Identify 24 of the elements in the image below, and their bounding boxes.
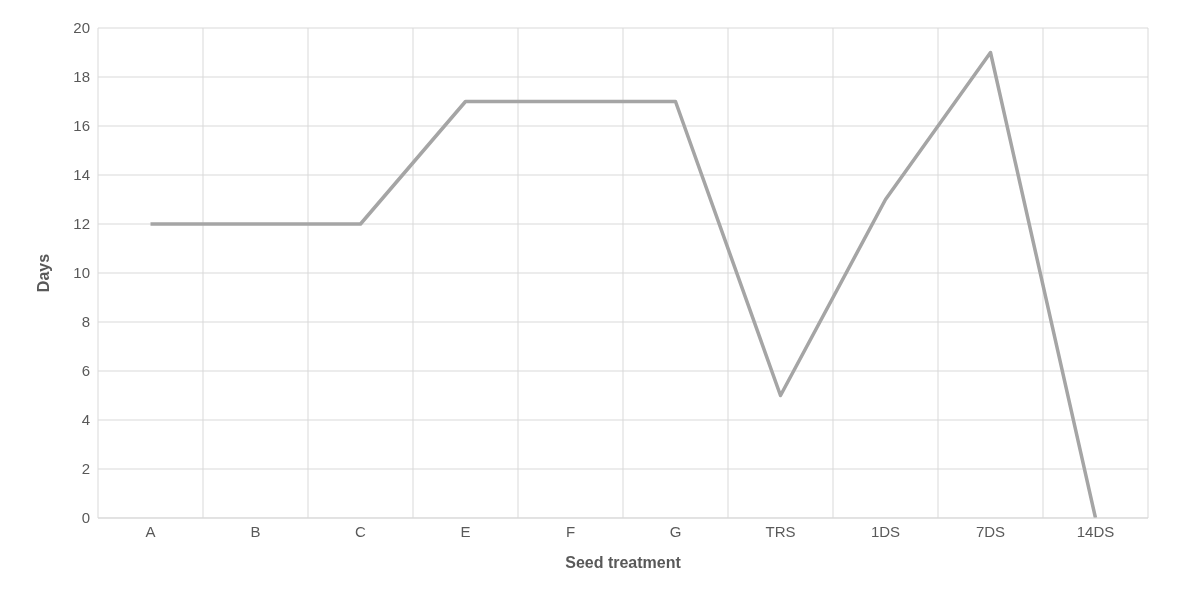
y-tick-label: 6 — [81, 362, 90, 380]
x-tick-label: F — [565, 522, 576, 540]
line-series — [148, 50, 1098, 518]
y-tick-label: 8 — [81, 313, 90, 331]
x-tick-label: TRS — [765, 522, 796, 540]
x-tick-label: 1DS — [870, 522, 901, 540]
x-tick-label: B — [250, 522, 261, 540]
y-tick-label: 10 — [73, 264, 90, 282]
x-tick-label: C — [355, 522, 367, 540]
y-tick-label: 20 — [73, 19, 90, 37]
x-tick-label: A — [145, 522, 156, 540]
y-tick-label: 16 — [73, 117, 90, 135]
y-tick-label: 4 — [81, 411, 90, 429]
x-tick-label: G — [669, 522, 682, 540]
y-tick-label: 14 — [73, 166, 90, 184]
x-axis-title: Seed treatment — [565, 554, 682, 571]
y-tick-label: 12 — [73, 215, 90, 233]
y-tick-label: 0 — [81, 509, 90, 527]
x-tick-label: 7DS — [975, 522, 1006, 540]
x-tick-label: E — [460, 522, 471, 540]
y-tick-label: 18 — [73, 68, 90, 86]
y-tick-label: 2 — [81, 460, 90, 478]
y-axis-title: Days — [34, 253, 52, 293]
x-tick-label: 14DS — [1076, 522, 1115, 540]
